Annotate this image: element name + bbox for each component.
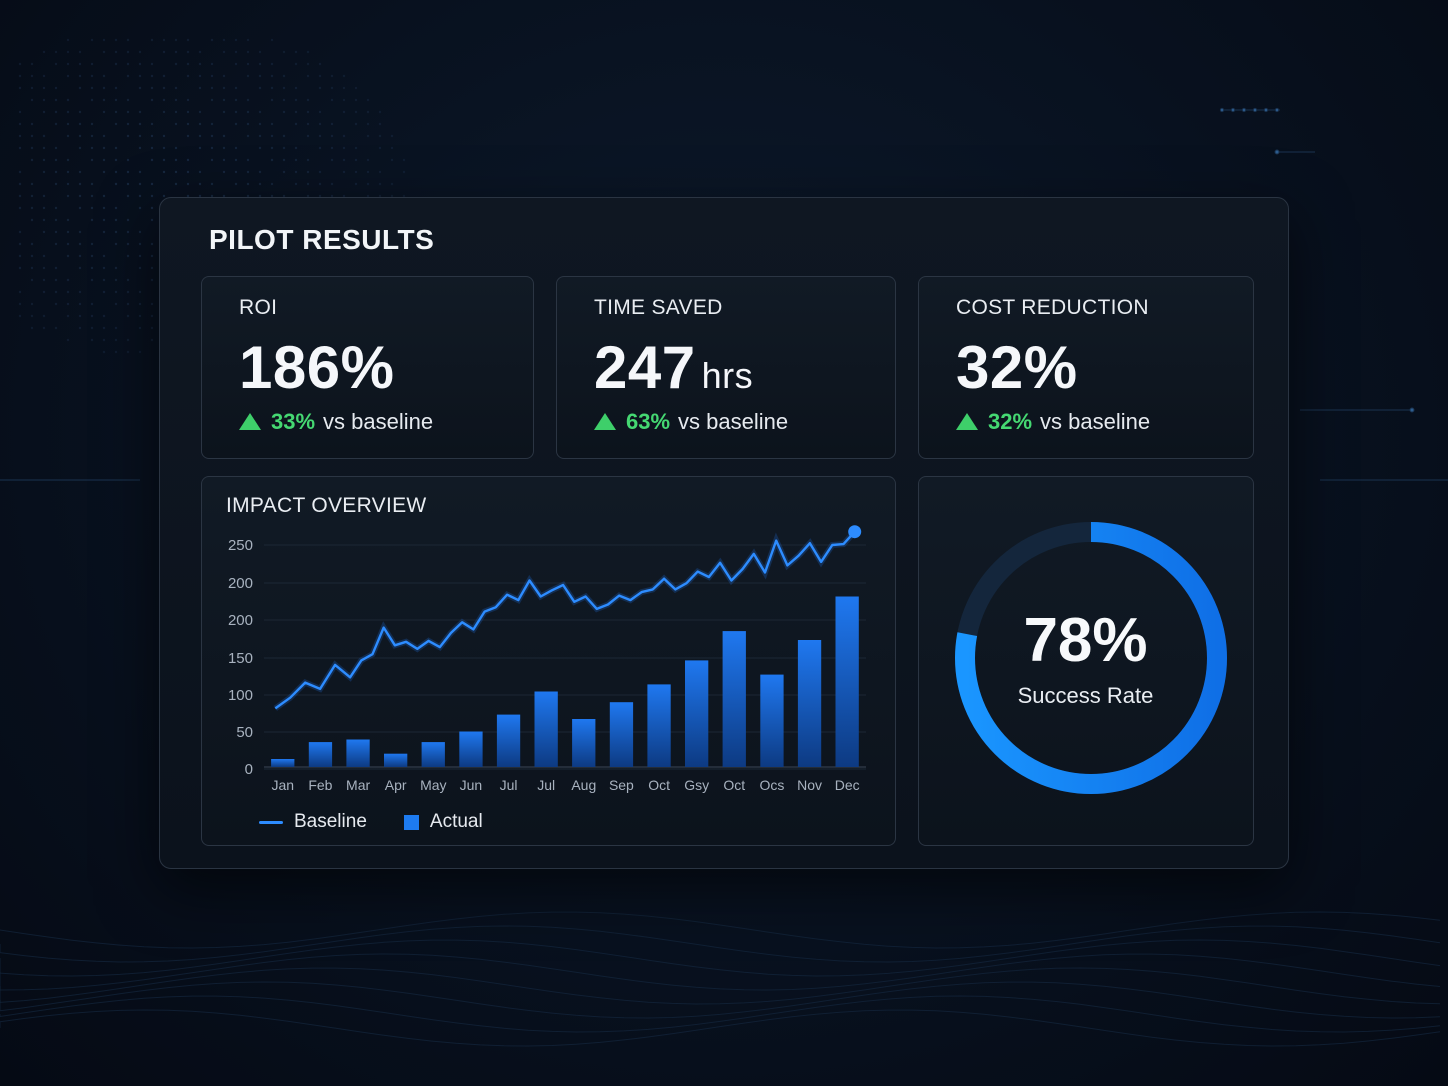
chart-legend: Baseline Actual	[259, 811, 483, 833]
success-label: Success Rate	[1017, 683, 1154, 708]
delta-suffix: vs baseline	[678, 409, 789, 434]
delta-suffix: vs baseline	[323, 409, 434, 434]
baseline-line	[274, 530, 856, 710]
x-tick-label: Oct	[648, 777, 670, 793]
bar-actual	[346, 739, 370, 767]
kpi-delta: 32% vs baseline	[956, 409, 1150, 435]
y-tick-label: 50	[236, 724, 253, 741]
x-tick-label: Feb	[308, 777, 332, 793]
bar-actual	[459, 731, 483, 767]
success-value: 78%	[1023, 606, 1148, 675]
kpi-label: COST REDUCTION	[956, 296, 1149, 319]
x-tick-label: Jul	[537, 777, 555, 793]
y-tick-label: 150	[228, 650, 253, 667]
bar-actual	[308, 742, 333, 767]
y-tick-label: 250	[228, 537, 253, 554]
x-tick-label: Jun	[460, 777, 483, 793]
bar-actual	[835, 596, 859, 767]
y-tick-label: 200	[228, 575, 253, 592]
legend-baseline-label: Baseline	[294, 811, 367, 832]
x-tick-label: Ocs	[759, 777, 784, 793]
trend-up-icon	[594, 412, 616, 430]
x-tick-label: Gsy	[684, 777, 709, 793]
x-tick-label: Mar	[346, 777, 370, 793]
kpi-card-roi[interactable]: ROI 186% 33% vs baseline	[201, 276, 534, 459]
kpi-unit: hrs	[701, 355, 754, 396]
success-rate-card: 78% Success Rate	[918, 476, 1254, 846]
bar-actual	[421, 742, 445, 767]
bar-actual	[797, 640, 822, 767]
success-donut	[955, 522, 1227, 794]
x-tick-label: May	[420, 777, 446, 793]
bar-actual	[572, 719, 596, 767]
baseline-end-point	[848, 525, 862, 539]
delta-percent: 33%	[271, 409, 316, 434]
bar-actual	[384, 753, 408, 767]
x-tick-label: Oct	[723, 777, 745, 793]
panel-title: PILOT RESULTS	[209, 224, 435, 255]
x-tick-label: Nov	[797, 777, 822, 793]
delta-percent: 32%	[988, 409, 1033, 434]
x-tick-label: Jul	[500, 777, 518, 793]
wave-pattern	[0, 911, 1441, 1047]
kpi-card-cost-reduction[interactable]: COST REDUCTION 32% 32% vs baseline	[918, 276, 1254, 459]
delta-percent: 63%	[626, 409, 671, 434]
y-tick-label: 200	[228, 612, 253, 629]
kpi-label: TIME SAVED	[594, 296, 723, 319]
bar-actual	[760, 674, 784, 767]
kpi-delta: 33% vs baseline	[239, 409, 433, 435]
donut-progress	[955, 522, 1227, 794]
kpi-value: 247 hrs	[594, 334, 754, 401]
x-tick-label: Dec	[835, 777, 860, 793]
kpi-value: 186%	[239, 334, 395, 401]
kpi-card-time-saved[interactable]: TIME SAVED 247 hrs 63% vs baseline	[556, 276, 896, 459]
legend-bar-swatch	[403, 814, 419, 830]
x-tick-label: Aug	[571, 777, 596, 793]
kpi-value: 32%	[956, 334, 1078, 401]
delta-suffix: vs baseline	[1040, 409, 1151, 434]
kpi-delta: 63% vs baseline	[594, 409, 788, 435]
legend-actual-label: Actual	[429, 811, 483, 832]
chart-title: IMPACT OVERVIEW	[226, 494, 427, 517]
trend-up-icon	[239, 412, 261, 430]
y-tick-label: 100	[228, 687, 253, 704]
x-tick-label: Jan	[272, 777, 295, 793]
bar-actual	[647, 684, 671, 767]
impact-overview-card: IMPACT OVERVIEW 250 200 200 150 100 50 0 Jan Feb…	[201, 476, 896, 846]
kpi-label: ROI	[239, 296, 278, 319]
bar-actual	[685, 660, 709, 767]
legend-line-swatch	[259, 820, 283, 824]
x-tick-label: Sep	[609, 777, 634, 793]
bar-actual	[609, 702, 634, 767]
trend-up-icon	[956, 412, 978, 430]
bar-actual	[496, 714, 521, 767]
impact-chart: 250 200 200 150 100 50 0 Jan Feb Mar Apr May Jun Jul J…	[228, 525, 866, 793]
bar-actual	[534, 691, 558, 767]
pilot-results-panel: PILOT RESULTS ROI 186% 33% vs baseline T…	[159, 197, 1289, 869]
bar-actual	[271, 759, 295, 767]
x-tick-label: Apr	[385, 777, 407, 793]
y-tick-label: 0	[245, 761, 253, 778]
bar-actual	[722, 631, 746, 767]
